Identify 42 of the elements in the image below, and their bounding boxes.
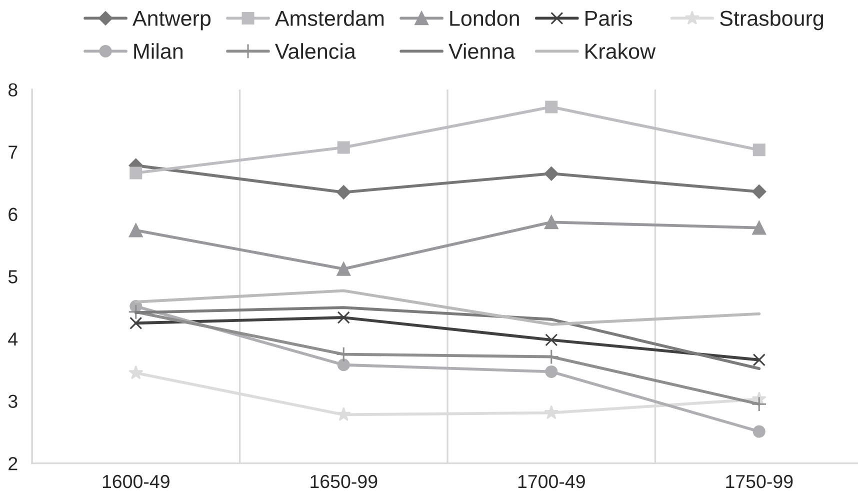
point	[337, 311, 350, 324]
y-tick-label: 6	[8, 208, 18, 222]
point	[752, 354, 766, 366]
legend-label: Valencia	[275, 43, 356, 59]
legend-label: Paris	[586, 10, 632, 26]
point	[336, 185, 351, 200]
point	[128, 365, 144, 380]
point	[544, 166, 558, 181]
point	[752, 144, 766, 156]
y-tick-label: 4	[8, 332, 18, 346]
legend-label: Vienna	[448, 43, 516, 59]
legend-label: Krakow	[586, 43, 656, 59]
y-tick-label: 2	[8, 457, 18, 470]
x-tick-label: 1600-49	[102, 474, 170, 488]
point	[544, 215, 558, 230]
y-tick-label: 3	[8, 394, 18, 408]
point	[337, 358, 350, 372]
point	[752, 220, 766, 235]
x-tick-label: 1700-49	[518, 474, 585, 488]
point	[751, 396, 767, 412]
y-tick-label: 5	[8, 270, 18, 284]
point	[130, 316, 142, 330]
point	[545, 334, 558, 346]
point	[544, 405, 559, 420]
point	[545, 100, 558, 114]
point	[130, 166, 142, 180]
legend-label: Antwerp	[132, 10, 211, 30]
x-tick-label: 1750-99	[726, 474, 793, 488]
point	[337, 141, 350, 154]
legend-label: Amsterdam	[274, 10, 384, 26]
point	[336, 407, 351, 422]
legend-label: London	[450, 10, 519, 26]
point	[128, 223, 143, 238]
legend-label: Milan	[134, 43, 182, 59]
point	[336, 262, 351, 276]
y-tick-label: 8	[8, 83, 18, 96]
point	[752, 425, 766, 438]
y-tick-label: 7	[8, 146, 18, 159]
point	[545, 365, 558, 378]
legend-label: Strasbourg	[720, 10, 824, 30]
x-tick-label: 1650-99	[310, 474, 378, 488]
point	[752, 184, 766, 199]
